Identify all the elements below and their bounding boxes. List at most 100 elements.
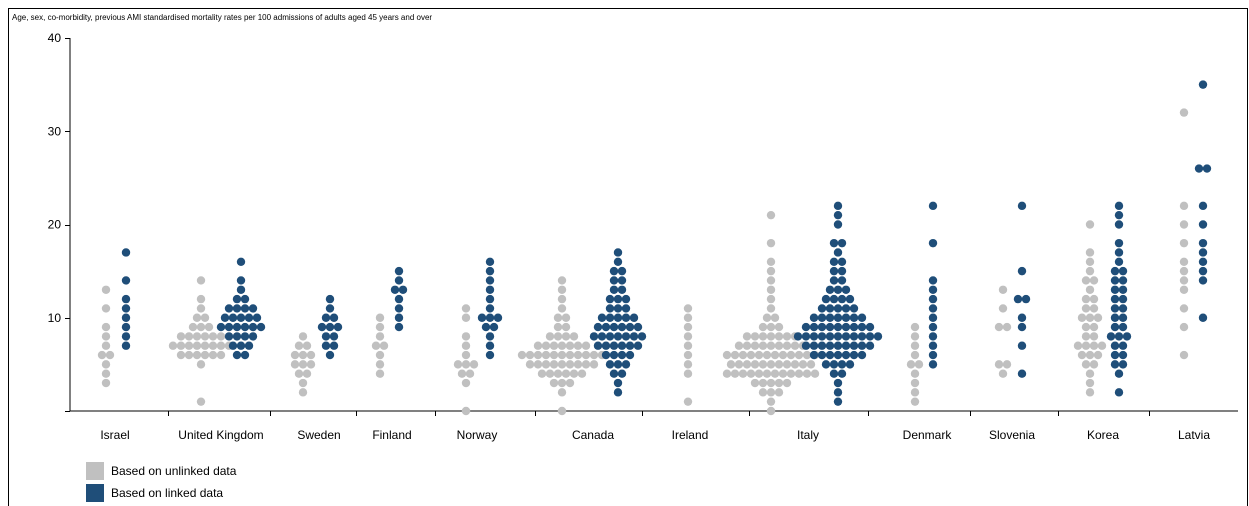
data-point: [485, 257, 495, 266]
data-point: [485, 285, 495, 294]
data-point: [683, 332, 693, 341]
data-point: [200, 350, 210, 360]
legend-label-unlinked: Based on unlinked data: [111, 464, 237, 478]
data-point: [244, 341, 254, 350]
data-point: [833, 210, 843, 220]
data-point: [873, 332, 883, 341]
data-point: [841, 350, 851, 360]
data-point: [557, 341, 567, 350]
data-point: [329, 313, 339, 322]
data-point: [613, 248, 623, 257]
data-point: [849, 304, 859, 313]
data-point: [722, 350, 732, 360]
data-point: [196, 360, 206, 369]
data-point: [200, 313, 210, 322]
data-point: [609, 369, 619, 378]
data-point: [1114, 369, 1124, 378]
data-point: [734, 341, 744, 350]
data-point: [537, 369, 547, 378]
data-point: [461, 360, 471, 369]
data-point: [766, 397, 776, 406]
data-point: [750, 378, 760, 388]
data-point: [928, 341, 938, 350]
data-point: [928, 294, 938, 304]
data-point: [766, 388, 776, 397]
data-point: [629, 313, 639, 322]
data-point: [593, 341, 603, 350]
data-point: [1089, 322, 1099, 332]
data-point: [375, 360, 385, 369]
data-point: [801, 332, 811, 341]
data-point: [762, 313, 772, 322]
data-point: [722, 369, 732, 378]
data-point: [457, 369, 467, 378]
data-point: [825, 341, 835, 350]
data-point: [485, 304, 495, 313]
data-point: [329, 341, 339, 350]
data-point: [1021, 294, 1031, 304]
data-point: [208, 332, 218, 341]
data-point: [557, 360, 567, 369]
data-point: [758, 341, 768, 350]
data-point: [1114, 248, 1124, 257]
data-point: [232, 304, 242, 313]
data-point: [557, 388, 567, 397]
data-point: [1089, 332, 1099, 341]
data-point: [782, 332, 792, 341]
data-point: [1114, 220, 1124, 229]
data-point: [910, 332, 920, 341]
data-point: [1110, 304, 1120, 313]
data-point: [101, 332, 111, 341]
data-point: [240, 332, 250, 341]
data-point: [244, 313, 254, 322]
data-point: [730, 350, 740, 360]
data-point: [821, 294, 831, 304]
data-point: [833, 332, 843, 341]
data-point: [738, 369, 748, 378]
data-point: [1118, 350, 1128, 360]
data-point: [613, 378, 623, 388]
data-point: [617, 266, 627, 276]
data-point: [1081, 304, 1091, 313]
data-point: [394, 304, 404, 313]
data-point: [561, 322, 571, 332]
data-point: [593, 322, 603, 332]
data-point: [298, 378, 308, 388]
data-point: [192, 341, 202, 350]
data-point: [683, 397, 693, 406]
data-point: [833, 201, 843, 211]
data-point: [1081, 341, 1091, 350]
data-point: [621, 304, 631, 313]
data-point: [766, 360, 776, 369]
data-point: [121, 313, 131, 322]
data-point: [786, 350, 796, 360]
data-point: [565, 350, 575, 360]
data-point: [605, 313, 615, 322]
data-point: [837, 360, 847, 369]
data-point: [1198, 276, 1208, 285]
data-point: [833, 285, 843, 294]
data-point: [1085, 313, 1095, 322]
data-point: [557, 350, 567, 360]
data-point: [766, 285, 776, 294]
data-point: [1089, 341, 1099, 350]
data-point: [837, 266, 847, 276]
data-point: [232, 294, 242, 304]
data-point: [1179, 201, 1189, 211]
data-point: [573, 341, 583, 350]
data-point: [196, 397, 206, 406]
data-point: [1179, 238, 1189, 248]
data-point: [841, 322, 851, 332]
data-point: [609, 322, 619, 332]
data-point: [216, 341, 226, 350]
x-tick-label: Denmark: [903, 428, 953, 442]
data-point: [1198, 220, 1208, 229]
data-point: [573, 360, 583, 369]
data-point: [557, 285, 567, 294]
x-tick-label: Korea: [1087, 428, 1119, 442]
data-point: [837, 257, 847, 266]
data-point: [375, 313, 385, 322]
data-point: [1110, 276, 1120, 285]
data-point: [849, 322, 859, 332]
data-point: [726, 360, 736, 369]
